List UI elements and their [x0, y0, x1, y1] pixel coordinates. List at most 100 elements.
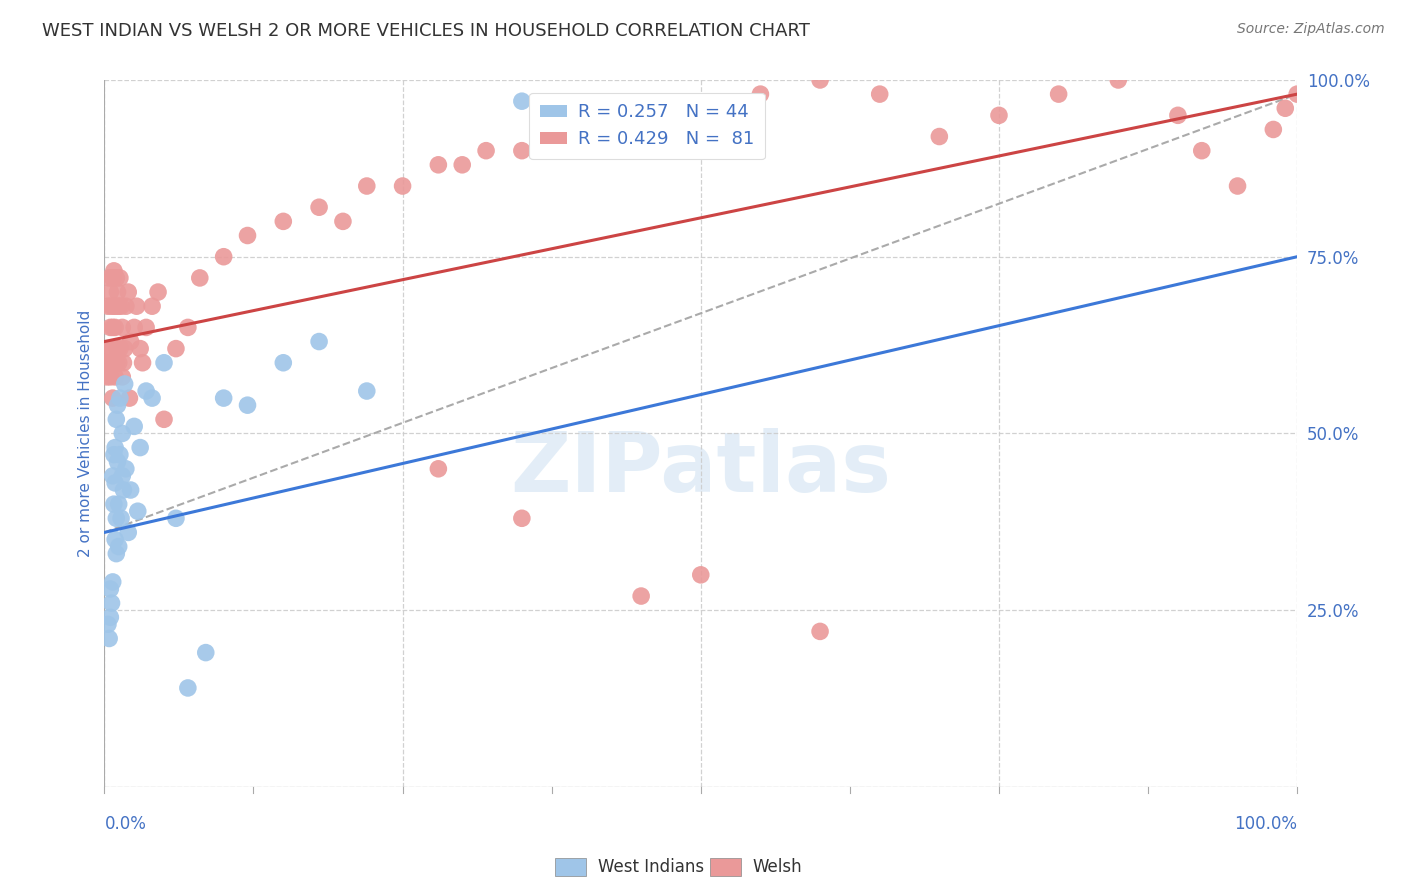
- Point: [107, 299, 129, 313]
- Point: [101, 468, 124, 483]
- Point: [107, 342, 129, 356]
- Point: [141, 299, 163, 313]
- Point: [112, 356, 135, 370]
- Point: [104, 441, 127, 455]
- Point: [100, 299, 122, 313]
- Point: [510, 144, 533, 158]
- Point: [146, 285, 169, 299]
- Point: [120, 334, 142, 349]
- Point: [135, 384, 157, 398]
- Point: [104, 370, 127, 384]
- Point: [103, 448, 125, 462]
- Point: [129, 342, 152, 356]
- Point: [103, 356, 125, 370]
- Point: [117, 285, 139, 299]
- Point: [1274, 101, 1296, 115]
- Point: [98, 370, 121, 384]
- Point: [122, 419, 145, 434]
- Point: [356, 384, 378, 398]
- Point: [271, 214, 294, 228]
- Point: [1263, 122, 1285, 136]
- Point: [107, 398, 129, 412]
- Point: [808, 73, 831, 87]
- Point: [104, 475, 127, 490]
- Text: Welsh: Welsh: [752, 858, 801, 876]
- Point: [236, 398, 259, 412]
- Point: [391, 179, 413, 194]
- Point: [97, 617, 120, 632]
- Point: [165, 342, 187, 356]
- Point: [630, 101, 652, 115]
- Point: [869, 87, 891, 102]
- Point: [451, 158, 474, 172]
- Legend: R = 0.257   N = 44, R = 0.429   N =  81: R = 0.257 N = 44, R = 0.429 N = 81: [529, 93, 765, 160]
- Point: [127, 504, 149, 518]
- Point: [94, 356, 117, 370]
- Point: [103, 299, 125, 313]
- Point: [103, 264, 125, 278]
- Point: [101, 574, 124, 589]
- Point: [1191, 144, 1213, 158]
- Point: [332, 214, 354, 228]
- Text: 0.0%: 0.0%: [104, 815, 146, 833]
- Point: [105, 547, 128, 561]
- Point: [96, 370, 118, 384]
- Point: [103, 497, 125, 511]
- Point: [107, 285, 129, 299]
- Point: [1286, 87, 1309, 102]
- Point: [98, 285, 121, 299]
- Point: [510, 511, 533, 525]
- Point: [115, 299, 138, 313]
- Point: [118, 391, 141, 405]
- Point: [630, 589, 652, 603]
- Point: [510, 94, 533, 108]
- Point: [101, 271, 124, 285]
- Point: [427, 158, 450, 172]
- Text: Source: ZipAtlas.com: Source: ZipAtlas.com: [1237, 22, 1385, 37]
- Point: [111, 370, 134, 384]
- Point: [98, 320, 121, 334]
- Point: [141, 391, 163, 405]
- Point: [107, 540, 129, 554]
- Point: [97, 342, 120, 356]
- Point: [427, 462, 450, 476]
- Point: [547, 129, 569, 144]
- Y-axis label: 2 or more Vehicles in Household: 2 or more Vehicles in Household: [79, 310, 93, 558]
- Point: [571, 122, 593, 136]
- Point: [236, 228, 259, 243]
- Point: [1226, 179, 1249, 194]
- Point: [98, 356, 121, 370]
- Point: [356, 179, 378, 194]
- Point: [114, 342, 136, 356]
- Point: [125, 299, 148, 313]
- Point: [689, 567, 711, 582]
- Point: [112, 483, 135, 497]
- Point: [107, 356, 129, 370]
- Point: [108, 448, 131, 462]
- Point: [122, 320, 145, 334]
- Point: [194, 646, 217, 660]
- Point: [808, 624, 831, 639]
- Point: [988, 108, 1011, 122]
- Point: [108, 342, 131, 356]
- Point: [212, 250, 235, 264]
- Point: [689, 101, 711, 115]
- Point: [1047, 87, 1070, 102]
- Point: [475, 144, 498, 158]
- Point: [110, 299, 132, 313]
- Point: [165, 511, 187, 525]
- Point: [105, 271, 128, 285]
- Point: [308, 334, 330, 349]
- Point: [105, 511, 128, 525]
- Point: [177, 320, 200, 334]
- Point: [117, 525, 139, 540]
- Point: [100, 342, 122, 356]
- Point: [107, 497, 129, 511]
- Point: [108, 391, 131, 405]
- Text: 100.0%: 100.0%: [1234, 815, 1298, 833]
- Point: [101, 391, 124, 405]
- Text: WEST INDIAN VS WELSH 2 OR MORE VEHICLES IN HOUSEHOLD CORRELATION CHART: WEST INDIAN VS WELSH 2 OR MORE VEHICLES …: [42, 22, 810, 40]
- Point: [177, 681, 200, 695]
- Point: [111, 426, 134, 441]
- Point: [105, 356, 128, 370]
